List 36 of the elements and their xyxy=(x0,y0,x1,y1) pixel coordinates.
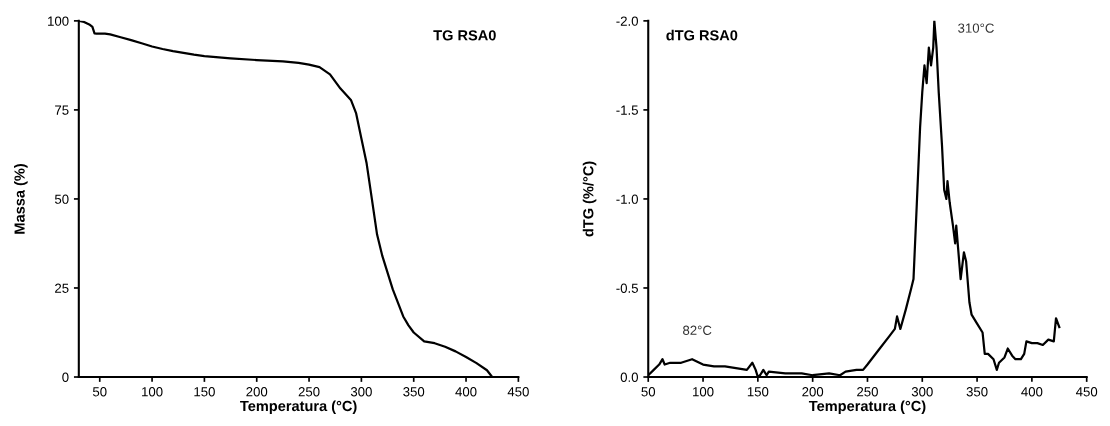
x-tick-label: 450 xyxy=(1075,387,1098,397)
x-tick-label: 400 xyxy=(1021,387,1043,397)
y-tick-label: -0.5 xyxy=(616,283,638,293)
y-tick-label: -1.0 xyxy=(616,194,638,204)
x-tick-label: 100 xyxy=(142,387,163,397)
annotation: 310°C xyxy=(958,23,994,33)
y-axis-title: dTG (%/°C) xyxy=(582,161,597,237)
y-tick-label: -2.0 xyxy=(616,16,638,26)
x-tick-label: 50 xyxy=(92,387,107,397)
x-tick-label: 200 xyxy=(246,387,268,397)
x-tick-label: 300 xyxy=(350,387,372,397)
x-tick-label: 150 xyxy=(194,387,215,397)
x-tick-label: 100 xyxy=(693,387,714,397)
x-axis-title: Temperatura (°C) xyxy=(240,400,357,415)
y-tick-label: 0 xyxy=(62,372,69,382)
x-tick-label: 150 xyxy=(747,387,769,397)
y-tick-label: 0.0 xyxy=(620,372,638,382)
x-tick-label: 450 xyxy=(507,387,529,397)
x-tick-label: 250 xyxy=(298,387,320,397)
chart-title: dTG RSA0 xyxy=(666,29,738,41)
annotation: 82°C xyxy=(683,325,712,335)
x-tick-label: 50 xyxy=(641,387,656,397)
x-tick-label: 250 xyxy=(857,387,878,397)
y-tick-label: 25 xyxy=(55,283,69,293)
chart-title: TG RSA0 xyxy=(433,30,496,41)
y-tick-label: 50 xyxy=(54,194,69,204)
x-tick-label: 400 xyxy=(455,387,477,397)
x-tick-label: 300 xyxy=(911,387,933,397)
y-tick-label: 75 xyxy=(55,105,69,115)
y-axis-title: Massa (%) xyxy=(14,164,28,234)
x-axis-title: Temperatura (°C) xyxy=(808,400,926,415)
x-tick-label: 350 xyxy=(403,387,425,397)
x-tick-label: 200 xyxy=(802,387,824,397)
y-tick-label: -1.5 xyxy=(616,105,638,115)
x-tick-label: 350 xyxy=(966,387,988,397)
y-tick-label: 100 xyxy=(48,16,69,26)
